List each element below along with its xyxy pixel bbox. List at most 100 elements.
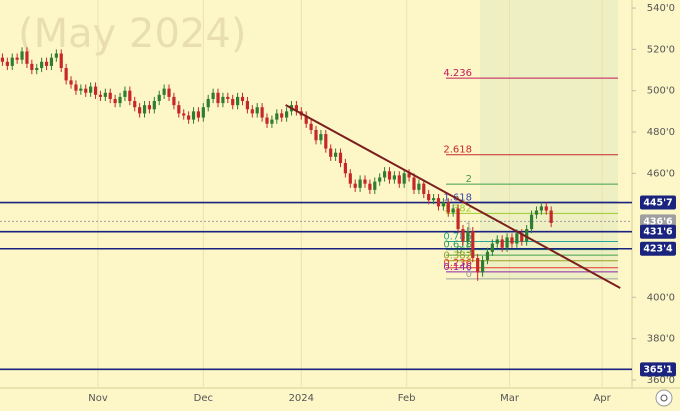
fib-label: 2: [466, 174, 472, 185]
candle-body: [333, 152, 338, 157]
y-tick-label: 520'0: [647, 44, 675, 55]
candle-body: [255, 107, 259, 114]
candle-body: [319, 134, 323, 141]
level-label: 423'4: [643, 244, 673, 255]
candle-body: [167, 88, 171, 97]
candle-body: [525, 229, 529, 242]
candle-body: [304, 115, 308, 124]
level-label: 445'7: [643, 198, 672, 209]
candle-body: [500, 239, 504, 248]
candle-body: [495, 239, 499, 244]
level-label: 431'6: [643, 227, 673, 238]
candle-body: [431, 198, 436, 201]
candle-body: [485, 251, 490, 261]
y-tick-label: 380'0: [647, 334, 675, 345]
candle-body: [15, 57, 19, 60]
candle-body: [245, 101, 250, 110]
level-badge: [640, 362, 676, 377]
candle-body: [397, 175, 401, 184]
candle-body: [338, 152, 343, 164]
candle-body: [59, 53, 63, 68]
y-tick-label: 400'0: [647, 292, 675, 303]
candle-body: [490, 243, 494, 252]
candle-body: [549, 210, 553, 223]
level-label: 365'1: [643, 364, 672, 375]
candle-body: [89, 86, 93, 93]
candle-body: [412, 177, 416, 190]
candle-body: [392, 175, 396, 180]
candle-body: [441, 202, 445, 207]
candle-body: [152, 101, 156, 110]
candle-body: [54, 53, 58, 58]
candle-body: [240, 96, 245, 102]
candle-body: [93, 86, 98, 95]
fib-label: 1: [466, 221, 472, 232]
candle-body: [373, 181, 377, 190]
level-badge: [640, 195, 676, 210]
fib-label: 0.786: [443, 232, 472, 243]
candle-body: [25, 51, 29, 64]
candle-body: [69, 80, 73, 85]
candle-body: [446, 202, 450, 213]
fib-label: 2.618: [443, 145, 472, 156]
candle-body: [515, 233, 519, 244]
candle-body: [417, 183, 421, 190]
candle-body: [44, 61, 49, 66]
candle-body: [466, 231, 470, 242]
candle-body: [285, 111, 289, 118]
candle-body: [10, 57, 14, 66]
candle-body: [476, 258, 480, 273]
y-tick-label: 460'0: [647, 168, 675, 179]
candle-body: [206, 98, 210, 108]
level-badge: [640, 241, 676, 256]
y-tick-label: 500'0: [647, 86, 675, 97]
fib-label: 0.5: [456, 245, 472, 256]
candle-body: [294, 105, 299, 112]
settings-icon[interactable]: [655, 389, 673, 407]
candle-body: [211, 92, 215, 99]
candle-body: [309, 123, 313, 130]
candle-body: [270, 119, 274, 124]
candle-body: [64, 67, 68, 81]
candle-body: [422, 183, 426, 194]
candle-body: [108, 92, 112, 99]
candle-body: [113, 98, 117, 104]
candle-body: [520, 233, 524, 242]
candle-body: [275, 113, 279, 120]
candle-body: [280, 113, 284, 118]
candle-body: [226, 96, 230, 99]
x-tick-label: Feb: [398, 393, 416, 404]
candle-body: [529, 214, 534, 230]
level-label: 436'6: [643, 216, 673, 227]
candle-body: [382, 171, 387, 178]
candle-body: [480, 260, 485, 273]
candle-body: [177, 105, 181, 114]
y-tick-label: 360'0: [647, 375, 675, 386]
candle-body: [260, 107, 264, 118]
candle-body: [147, 105, 152, 110]
candle-body: [250, 109, 254, 114]
candle-body: [191, 111, 196, 120]
candle-body: [402, 173, 406, 184]
candle-body: [98, 94, 103, 97]
candle-body: [368, 183, 372, 190]
candle-body: [138, 107, 142, 114]
candle-body: [187, 115, 191, 120]
candle-body: [5, 61, 9, 66]
fib-label: 1.618: [443, 192, 472, 203]
candle-body: [505, 237, 509, 248]
fib-label: 4.236: [443, 68, 472, 79]
level-badge: [640, 224, 676, 239]
fib-zone: [480, 0, 618, 279]
candle-body: [387, 171, 392, 180]
candle-body: [0, 57, 5, 62]
candle-body: [118, 96, 122, 104]
candle-body: [182, 113, 186, 116]
candle-body: [157, 94, 161, 102]
x-tick-label: Apr: [593, 393, 611, 404]
candle-body: [231, 98, 235, 106]
candle-body: [20, 51, 24, 60]
candle-body: [133, 101, 137, 108]
candle-body: [456, 208, 460, 230]
